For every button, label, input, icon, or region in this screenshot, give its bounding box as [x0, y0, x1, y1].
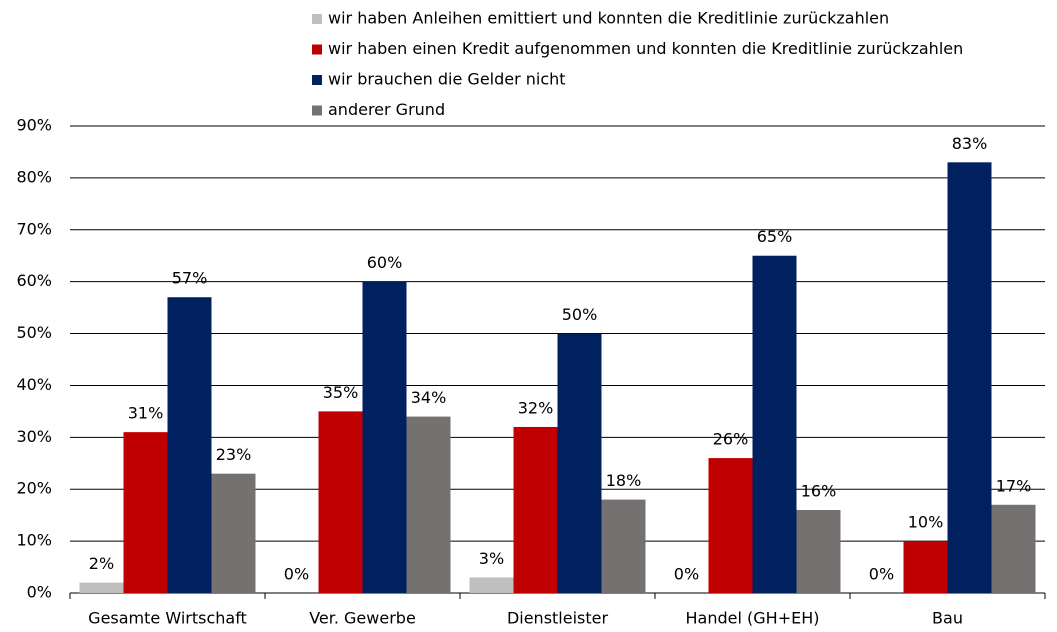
data-label: 3% [479, 549, 504, 568]
legend-label: wir brauchen die Gelder nicht [328, 70, 566, 89]
bar [211, 473, 256, 593]
x-tick-label: Dienstleister [507, 609, 609, 628]
x-tick-label: Bau [932, 609, 963, 628]
bar [513, 426, 558, 593]
data-label: 10% [908, 513, 944, 532]
data-label: 35% [323, 383, 359, 402]
bar [708, 458, 753, 593]
y-tick-label: 0% [27, 583, 52, 602]
x-tick-label: Ver. Gewerbe [309, 609, 416, 628]
data-label: 16% [801, 481, 837, 500]
data-label: 57% [172, 269, 208, 288]
bar [557, 333, 602, 593]
legend-swatch [312, 75, 322, 85]
legend-swatch [312, 14, 322, 24]
data-label: 32% [518, 398, 554, 417]
y-tick-label: 60% [16, 271, 52, 290]
bar [167, 297, 212, 593]
bar [469, 577, 514, 593]
y-tick-label: 30% [16, 427, 52, 446]
data-label: 2% [89, 554, 114, 573]
data-label: 0% [674, 565, 699, 584]
y-tick-label: 90% [16, 116, 52, 135]
data-label: 18% [606, 471, 642, 490]
legend-label: wir haben Anleihen emittiert und konnten… [328, 9, 889, 28]
data-label: 50% [562, 305, 598, 324]
legend-swatch [312, 44, 322, 55]
data-label: 34% [411, 388, 447, 407]
y-tick-label: 50% [16, 323, 52, 342]
x-tick-label: Gesamte Wirtschaft [88, 609, 247, 628]
data-label: 26% [713, 430, 749, 449]
legend-swatch [312, 105, 322, 116]
bar [79, 582, 124, 593]
y-tick-label: 20% [16, 479, 52, 498]
y-tick-label: 40% [16, 375, 52, 394]
data-label: 31% [128, 404, 164, 423]
bar [947, 162, 992, 594]
bar [752, 255, 797, 593]
data-label: 0% [869, 565, 894, 584]
bar [318, 411, 363, 593]
bar [123, 432, 168, 593]
data-label: 83% [952, 134, 988, 153]
data-label: 0% [284, 565, 309, 584]
y-tick-label: 70% [16, 219, 52, 238]
legend-label: anderer Grund [328, 100, 445, 119]
legend-label: wir haben einen Kredit aufgenommen und k… [328, 39, 963, 58]
data-label: 60% [367, 253, 403, 272]
data-label: 65% [757, 227, 793, 246]
y-tick-label: 80% [16, 167, 52, 186]
data-label: 17% [996, 476, 1032, 495]
bar [796, 509, 841, 593]
bar [362, 281, 407, 593]
y-tick-label: 10% [16, 531, 52, 550]
bar [991, 504, 1036, 593]
data-label: 23% [216, 445, 252, 464]
bar [406, 416, 451, 593]
bar [601, 499, 646, 593]
bar [903, 541, 948, 593]
x-tick-label: Handel (GH+EH) [686, 609, 820, 628]
